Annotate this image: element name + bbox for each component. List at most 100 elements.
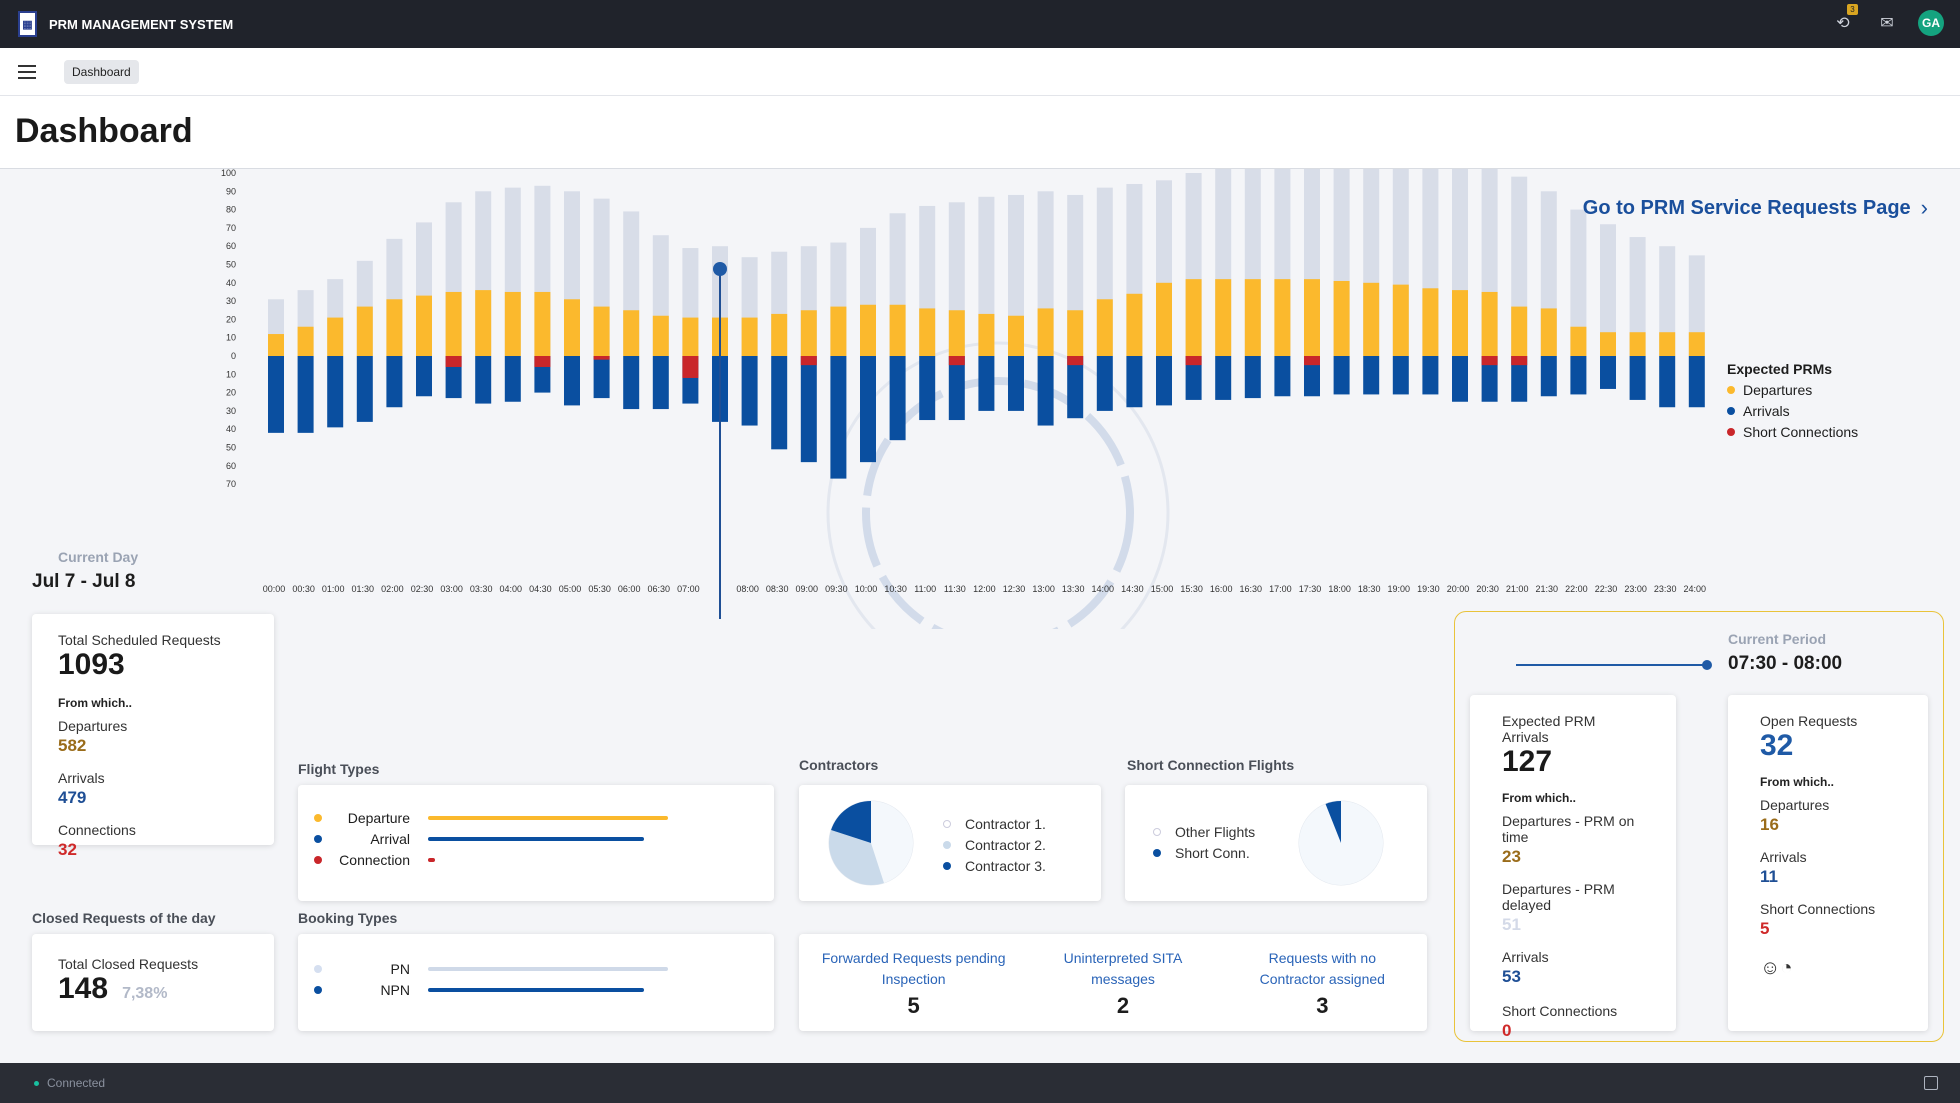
y-tick-label: 70 [226,479,236,489]
bar-departures [978,313,995,356]
contractor-1: Contractor 1. [943,813,1046,834]
y-tick-label: 0 [231,351,236,361]
booking-types-label: Booking Types [298,910,398,926]
delayed-label: Departures - PRM delayed [1502,881,1615,913]
bar-arrivals [889,356,906,441]
bar-arrivals [475,356,492,404]
exp-arrivals-value: 53 [1502,967,1521,986]
breadcrumb-bar: Dashboard [0,48,1960,96]
y-tick-label: 80 [226,205,236,215]
x-tick-label: 04:30 [529,584,552,594]
open-arrivals-value: 11 [1760,867,1778,886]
exp-short-value: 0 [1502,1021,1512,1040]
bar-departures [771,313,788,356]
goto-requests-link[interactable]: Go to PRM Service Requests Page › [1583,195,1928,221]
flight-type-connection: Connection [314,849,758,870]
bar-total [1600,224,1616,356]
y-tick-label: 50 [226,260,236,270]
bar-departures [919,308,936,356]
prm-chart: 1101009080706050403020100102030405060700… [221,169,1707,629]
bar-departures [564,299,580,356]
bar-departures [1600,332,1616,356]
bar-arrivals [1363,356,1380,395]
uninterpreted-sita[interactable]: Uninterpreted SITA messages 2 [1063,950,1183,1018]
x-tick-label: 20:30 [1476,584,1499,594]
bar-departures [1363,282,1380,356]
bar-short-connections [800,356,817,366]
departures-value: 582 [58,736,87,755]
chart-legend: Expected PRMs Departures Arrivals Short … [1727,361,1858,445]
bar-departures [416,295,432,356]
total-scheduled-title: Total Scheduled Requests [58,632,221,648]
bar-departures [682,317,699,356]
open-short-value: 5 [1760,919,1770,938]
x-tick-label: 22:30 [1595,584,1618,594]
x-tick-label: 06:30 [648,584,671,594]
bar-arrivals [564,356,580,406]
fullscreen-icon[interactable] [1924,1076,1938,1090]
bar-total [1629,237,1646,356]
bar-total [1570,209,1587,356]
bar-departures [1067,310,1084,356]
x-tick-label: 16:00 [1210,584,1233,594]
bar-departures [1304,279,1320,356]
bar-arrivals [297,356,314,433]
dashboard-main: 1101009080706050403020100102030405060700… [0,168,1960,1063]
connections-icon[interactable]: ⟲ 3 [1830,4,1858,36]
bar-departures [889,304,906,356]
connections-value: 32 [58,840,77,859]
bar-departures [1392,284,1409,356]
closed-pct: 7,38% [122,985,168,1002]
current-day-label: Current Day [58,549,139,565]
bar-departures [386,299,403,356]
bar-arrivals [1096,356,1113,411]
breadcrumb[interactable]: Dashboard [64,59,139,84]
x-tick-label: 12:30 [1003,584,1026,594]
page-title: Dashboard [15,112,193,150]
y-tick-label: 90 [226,186,236,196]
x-tick-label: 10:00 [855,584,878,594]
departures-label: Departures [58,718,128,734]
x-tick-label: 11:30 [944,584,966,594]
flight-type-departure: Departure [314,807,758,828]
period-slider[interactable] [1516,660,1712,670]
open-title: Open Requests [1760,713,1858,729]
bar-arrivals [1274,356,1291,397]
bar-departures [741,317,758,356]
open-from: From which.. [1760,775,1835,789]
x-tick-label: 03:30 [470,584,493,594]
legend-item-short: Short Connections [1727,424,1858,440]
x-tick-label: 13:30 [1062,584,1085,594]
no-contractor[interactable]: Requests with no Contractor assigned 3 [1259,950,1385,1018]
bar-short-connections [593,356,610,360]
app-title: PRM MANAGEMENT SYSTEM [49,16,234,32]
contractor-3: Contractor 3. [943,855,1046,876]
legend-title: Expected PRMs [1727,361,1833,377]
face-clock-icon[interactable]: ☺◔ [1760,957,1793,979]
bar-departures [1274,279,1291,356]
bar-departures [268,334,284,356]
x-tick-label: 15:00 [1151,584,1174,594]
x-tick-label: 00:30 [292,584,315,594]
x-tick-label: 16:30 [1240,584,1263,594]
y-tick-label: 10 [226,333,236,343]
x-tick-label: 01:30 [352,584,375,594]
x-tick-label: 04:00 [500,584,523,594]
x-tick-label: 24:00 [1684,584,1707,594]
y-tick-label: 30 [226,406,236,416]
exp-arrivals-label: Arrivals [1502,949,1549,965]
user-avatar[interactable]: GA [1918,10,1944,36]
menu-icon[interactable] [18,64,36,79]
bar-arrivals [1392,356,1409,395]
closed-title: Total Closed Requests [58,956,199,972]
forwarded-requests[interactable]: Forwarded Requests pending Inspection 5 [821,950,1006,1018]
bar-departures [1333,280,1350,356]
messages-icon[interactable]: ✉ [1880,15,1894,32]
app-logo: ▦ [18,11,37,37]
from-which-label: From which.. [58,696,133,710]
x-tick-label: 21:30 [1536,584,1559,594]
status-footer: Connected [0,1063,1960,1103]
bar-arrivals [1037,356,1054,426]
bar-short-connections [1481,356,1498,366]
bar-departures [593,306,610,356]
